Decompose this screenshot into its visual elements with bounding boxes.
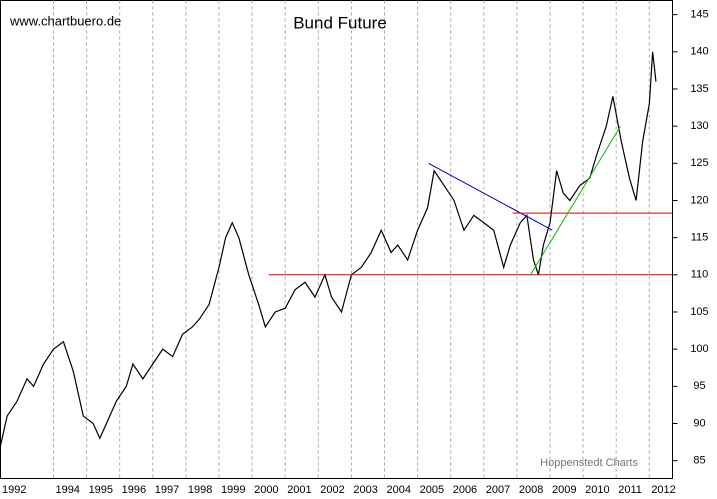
x-tick-label: 1998 (188, 484, 212, 496)
y-tick-label: 110 (691, 269, 709, 281)
x-tick-label: 2009 (552, 484, 576, 496)
x-tick-label: 2001 (287, 484, 311, 496)
y-tick-label: 100 (690, 343, 708, 355)
y-tick-label: 130 (690, 120, 708, 132)
plot-frame (0, 0, 673, 479)
x-tick-label: 2002 (320, 484, 344, 496)
x-tick-label: 2012 (651, 484, 675, 496)
x-tick-label: 2000 (254, 484, 278, 496)
price-line (0, 51, 657, 446)
trend-line (428, 162, 553, 231)
y-tick-label: 125 (690, 157, 708, 169)
x-tick-label: 2010 (585, 484, 609, 496)
x-tick-label: 1996 (122, 484, 146, 496)
y-tick-label: 135 (690, 83, 708, 95)
y-tick-label: 115 (691, 232, 709, 244)
x-tick-label: 2008 (519, 484, 543, 496)
x-tick-label: 1997 (155, 484, 179, 496)
y-tick-label: 95 (693, 380, 705, 392)
x-tick-label: 2006 (453, 484, 477, 496)
grid (52, 0, 650, 479)
x-tick-label: 1992 (2, 484, 26, 496)
source: Hoppenstedt Charts (540, 457, 638, 469)
x-tick-label: 2005 (420, 484, 444, 496)
x-tick-label: 2011 (618, 484, 642, 496)
watermark: www.chartbuero.de (9, 13, 121, 28)
chart-title: Bund Future (293, 13, 387, 32)
y-tick-label: 105 (690, 306, 708, 318)
y-tick-label: 140 (690, 46, 708, 58)
trend-line (530, 125, 621, 276)
x-tick-label: 1999 (221, 484, 245, 496)
y-tick-label: 120 (690, 194, 708, 206)
x-tick-label: 1994 (55, 484, 79, 496)
y-tick-label: 145 (690, 9, 708, 21)
y-tick-label: 90 (693, 417, 705, 429)
x-tick-label: 2004 (387, 484, 411, 496)
y-tick-label: 85 (693, 455, 705, 467)
lines (0, 51, 673, 446)
x-tick-label: 1995 (89, 484, 113, 496)
x-tick-label: 2007 (486, 484, 510, 496)
x-tick-label: 2003 (353, 484, 377, 496)
